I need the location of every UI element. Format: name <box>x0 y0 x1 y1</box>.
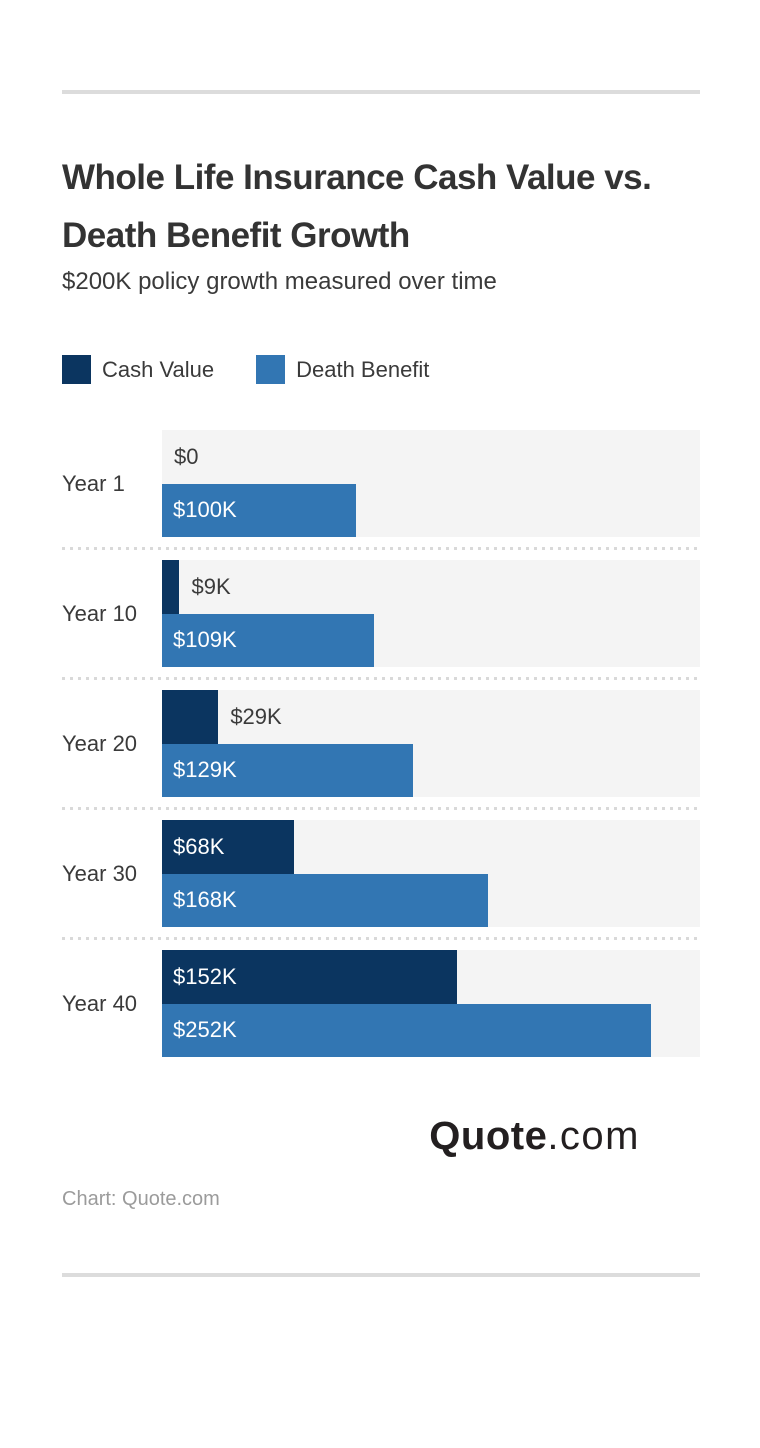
bar-value-label: $100K <box>173 497 237 523</box>
dotted-line <box>62 807 700 810</box>
bar-death-benefit: $252K <box>162 1003 652 1057</box>
category-label-year-10: Year 10 <box>62 600 138 626</box>
legend: Cash Value Death Benefit <box>62 355 700 384</box>
chart-row-year-20: Year 20 $29K $129K <box>62 690 700 797</box>
category-label-year-30: Year 30 <box>62 860 138 886</box>
bar-value-label: $168K <box>173 887 237 913</box>
bar-row-death-benefit: $109K <box>162 613 700 667</box>
chart-row-year-1: Year 1 $0 $100K <box>62 430 700 537</box>
bar-death-benefit: $100K <box>162 483 357 537</box>
bar-row-death-benefit: $168K <box>162 873 700 927</box>
row-separator <box>62 537 700 560</box>
page: Whole Life Insurance Cash Value vs. Deat… <box>0 90 760 1277</box>
chart-title-line-1: Whole Life Insurance Cash Value vs. <box>62 158 652 197</box>
logo-text-quote: Quote <box>429 1114 548 1158</box>
bar-cash-value <box>162 690 219 744</box>
bar-value-label: $9K <box>191 573 231 599</box>
bar-row-death-benefit: $129K <box>162 743 700 797</box>
chart-subtitle: $200K policy growth measured over time <box>62 268 497 295</box>
bar-row-cash-value: $68K <box>162 820 700 874</box>
bar-value-label: $109K <box>173 627 237 653</box>
logo-text-com: .com <box>547 1114 640 1158</box>
quote-com-logo: Quote.com <box>62 1113 700 1159</box>
bar-row-cash-value: $152K <box>162 950 700 1004</box>
bar-cash-value: $152K <box>162 950 458 1004</box>
bar-cash-value: $68K <box>162 820 295 874</box>
bar-track-year-20: $29K $129K <box>162 690 700 797</box>
row-separator <box>62 927 700 950</box>
bar-track-year-1: $0 $100K <box>162 430 700 537</box>
bar-death-benefit: $109K <box>162 613 374 667</box>
category-label-year-20: Year 20 <box>62 730 138 756</box>
category-label-year-40: Year 40 <box>62 990 138 1016</box>
bar-row-cash-value: $9K <box>162 560 700 614</box>
legend-label: Death Benefit <box>296 356 430 382</box>
category-label-year-1: Year 1 <box>62 470 125 496</box>
row-separator <box>62 667 700 690</box>
top-divider <box>62 90 700 94</box>
dotted-line <box>62 677 700 680</box>
bar-track-year-30: $68K $168K <box>162 820 700 927</box>
dotted-line <box>62 937 700 940</box>
bar-row-cash-value: $29K <box>162 690 700 744</box>
bar-cash-value <box>162 560 180 614</box>
legend-item-cash-value: Cash Value <box>62 355 214 384</box>
chart-source-caption: Chart: Quote.com <box>62 1188 220 1210</box>
bar-row-death-benefit: $252K <box>162 1003 700 1057</box>
legend-label: Cash Value <box>102 356 215 382</box>
bar-track-year-40: $152K $252K <box>162 950 700 1057</box>
bar-value-label: $29K <box>230 703 282 729</box>
bar-value-label: $252K <box>173 1017 237 1043</box>
bar-value-label: $129K <box>173 757 237 783</box>
chart-title-line-2: Death Benefit Growth <box>62 216 410 255</box>
bar-value-label: $152K <box>173 963 237 989</box>
row-separator <box>62 797 700 820</box>
bar-row-cash-value: $0 <box>162 430 700 484</box>
bottom-divider <box>62 1273 700 1277</box>
bar-value-label: $68K <box>173 833 225 859</box>
legend-swatch-cash-value <box>62 355 91 384</box>
chart-row-year-40: Year 40 $152K $252K <box>62 950 700 1057</box>
bar-death-benefit: $129K <box>162 743 413 797</box>
chart-row-year-10: Year 10 $9K $109K <box>62 560 700 667</box>
bar-chart: Year 1 $0 $100K Year 10 $9K $109K Year 20 $29K $… <box>62 430 700 1057</box>
legend-item-death-benefit: Death Benefit <box>256 355 429 384</box>
dotted-line <box>62 547 700 550</box>
legend-swatch-death-benefit <box>256 355 286 384</box>
chart-title: Whole Life Insurance Cash Value vs. Deat… <box>62 149 700 265</box>
bar-death-benefit: $168K <box>162 873 489 927</box>
bar-row-death-benefit: $100K <box>162 483 700 537</box>
chart-row-year-30: Year 30 $68K $168K <box>62 820 700 927</box>
bar-value-label: $0 <box>174 443 199 469</box>
bar-track-year-10: $9K $109K <box>162 560 700 667</box>
